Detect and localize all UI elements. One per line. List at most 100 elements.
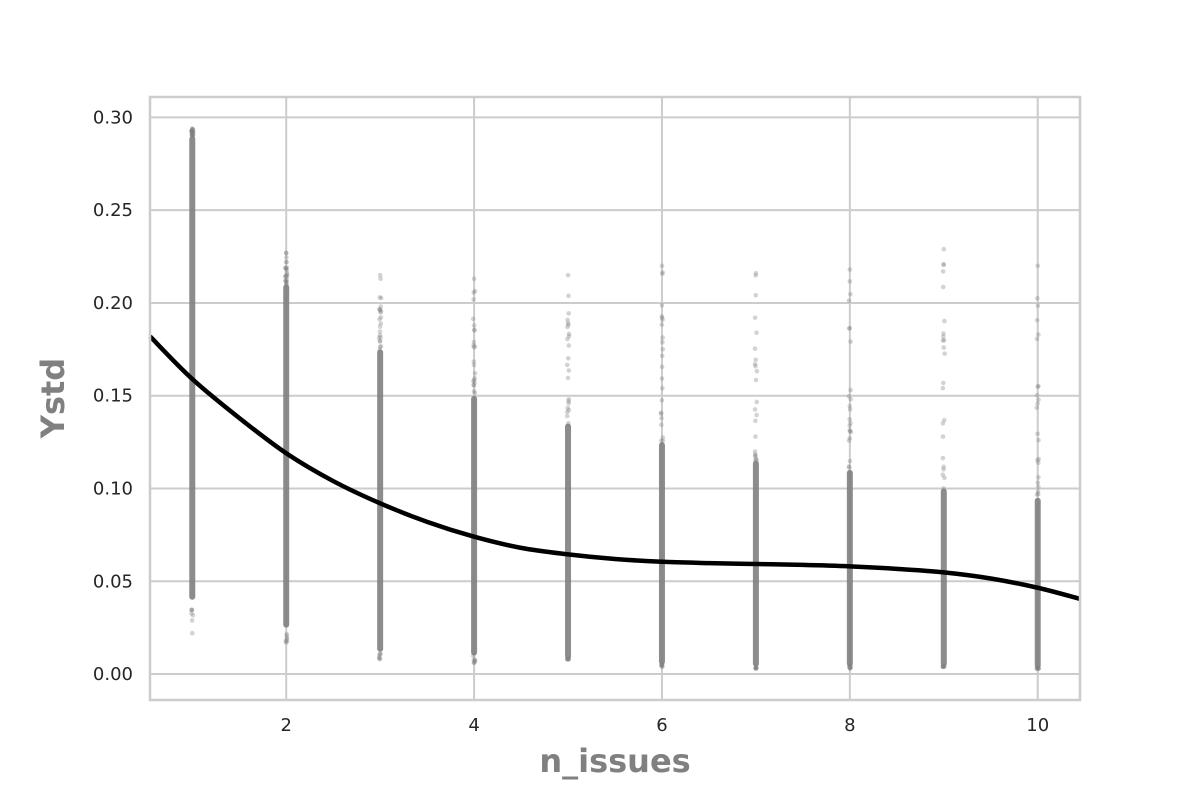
scatter-point	[189, 607, 195, 613]
scatter-point	[1036, 666, 1041, 671]
scatter-point	[848, 420, 853, 426]
scatter-point	[846, 664, 852, 669]
scatter-point	[284, 277, 290, 283]
scatter-point	[470, 316, 476, 322]
scatter-point	[472, 344, 478, 349]
y-tick-label: 0.30	[93, 107, 133, 128]
scatter-point	[660, 346, 666, 352]
scatter-point	[658, 410, 664, 416]
scatter-point	[940, 338, 946, 343]
scatter-point	[752, 452, 758, 457]
scatter-point	[189, 126, 195, 131]
scatter-point	[283, 274, 288, 279]
scatter-point	[472, 657, 478, 663]
scatter-point	[1035, 431, 1040, 437]
scatter-point	[189, 607, 194, 613]
scatter-point	[940, 472, 946, 478]
scatter-point	[1036, 456, 1041, 462]
scatter-point	[376, 654, 382, 659]
scatter-point	[189, 126, 195, 132]
scatter-point	[377, 338, 383, 344]
scatter-point	[190, 613, 196, 618]
x-tick-label: 8	[844, 715, 855, 736]
scatter-point	[471, 383, 477, 388]
scatter-point	[754, 368, 760, 374]
x-axis-title: n_issues	[539, 742, 690, 780]
scatter-point	[564, 656, 570, 662]
scatter-point	[848, 396, 854, 402]
scatter-point	[376, 335, 382, 341]
scatter-point	[752, 407, 758, 412]
scatter-point	[565, 355, 571, 361]
scatter-point	[1036, 484, 1041, 490]
scatter-point	[659, 662, 665, 668]
scatter-point	[848, 664, 854, 670]
scatter-point	[566, 396, 572, 402]
scatter-point	[1036, 666, 1041, 671]
y-tick-label: 0.10	[93, 478, 133, 499]
scatter-point	[941, 337, 947, 343]
scatter-point	[189, 618, 195, 623]
scatter-point	[847, 665, 853, 671]
scatter-point	[1036, 383, 1041, 389]
scatter-point	[848, 665, 853, 671]
scatter-point	[566, 331, 572, 337]
scatter-point	[377, 344, 383, 350]
scatter-point	[378, 334, 383, 340]
scatter-point	[658, 411, 664, 417]
scatter-point	[1036, 475, 1041, 480]
scatter-point	[378, 314, 384, 320]
scatter-point	[1034, 336, 1040, 342]
scatter-point	[942, 475, 947, 481]
scatter-point	[941, 331, 946, 336]
scatter-point	[941, 417, 947, 423]
scatter-point	[471, 344, 477, 350]
scatter-point	[1035, 296, 1040, 301]
scatter-point-band	[1034, 497, 1041, 669]
scatter-point	[940, 664, 946, 669]
scatter-point	[566, 343, 572, 348]
scatter-point	[472, 380, 477, 386]
scatter-point	[942, 664, 947, 669]
scatter-point	[377, 652, 383, 657]
scatter-point	[660, 664, 665, 669]
scatter-point-band	[189, 135, 196, 600]
scatter-point	[847, 435, 853, 441]
scatter-point	[941, 664, 947, 669]
scatter-point	[565, 272, 571, 278]
scatter-point	[189, 132, 195, 138]
scatter-point	[566, 333, 572, 339]
scatter-point	[471, 323, 477, 328]
scatter-point	[189, 630, 195, 636]
scatter-point	[753, 292, 759, 298]
scatter-point-band	[658, 442, 665, 665]
scatter-point	[283, 250, 289, 256]
scatter-point	[566, 407, 572, 413]
scatter-point	[284, 270, 290, 275]
scatter-point	[471, 660, 477, 666]
scatter-point	[377, 329, 383, 334]
scatter-point	[660, 271, 665, 277]
scatter-point	[752, 315, 758, 320]
scatter-point	[377, 316, 382, 322]
scatter-point	[284, 274, 290, 279]
scatter-point	[564, 362, 570, 368]
scatter-point	[471, 657, 477, 663]
scatter-point	[283, 278, 288, 284]
scatter-point	[1035, 457, 1040, 463]
fit-line	[148, 334, 1081, 602]
scatter-point	[566, 322, 571, 328]
scatter-point	[1036, 666, 1042, 671]
scatter-point	[471, 290, 477, 295]
scatter-point	[378, 651, 383, 656]
scatter-point	[189, 129, 195, 134]
scatter-point	[471, 388, 477, 394]
scatter-point	[566, 311, 571, 316]
scatter-point	[471, 359, 477, 364]
scatter-point	[941, 246, 947, 252]
scatter-point	[752, 361, 758, 367]
scatter-point	[565, 317, 570, 323]
scatter-point-band	[377, 349, 384, 652]
scatter-point	[190, 127, 196, 132]
scatter-point	[1035, 666, 1041, 671]
